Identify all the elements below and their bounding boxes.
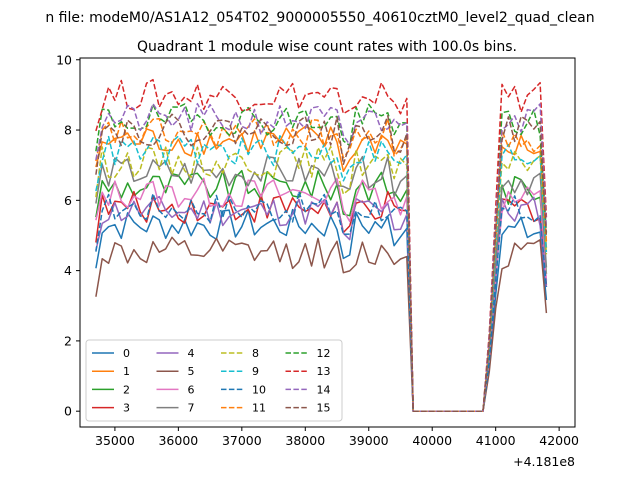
series-line-9 xyxy=(95,135,548,412)
legend-box xyxy=(85,339,343,422)
y-tick-label: 8 xyxy=(64,123,72,138)
y-tick-label: 2 xyxy=(64,333,72,348)
x-tick-label: 37000 xyxy=(222,433,262,448)
x-axis-offset-label: +4.181e8 xyxy=(513,454,575,469)
legend-label: 5 xyxy=(188,365,195,378)
plot-area xyxy=(95,78,548,412)
figure-suptitle: n file: modeM0/AS1A12_054T02_9000005550_… xyxy=(45,10,594,26)
y-axis: 0 2 4 6 8 10 xyxy=(56,52,80,419)
y-tick-label: 10 xyxy=(56,52,72,67)
y-tick-label: 6 xyxy=(64,193,72,208)
legend-label: 4 xyxy=(188,347,195,360)
series-line-8 xyxy=(95,145,548,412)
x-tick-label: 38000 xyxy=(285,433,325,448)
x-tick-label: 35000 xyxy=(95,433,135,448)
x-tick-label: 40000 xyxy=(412,433,452,448)
y-tick-label: 4 xyxy=(64,263,72,278)
legend-label: 11 xyxy=(252,402,266,415)
legend-label: 14 xyxy=(317,383,331,396)
x-tick-label: 36000 xyxy=(158,433,198,448)
legend-label: 2 xyxy=(123,383,130,396)
legend-label: 10 xyxy=(252,383,266,396)
legend-label: 9 xyxy=(252,365,259,378)
legend-label: 15 xyxy=(317,402,331,415)
x-axis: 35000 36000 37000 38000 39000 40000 41000 42000 xyxy=(95,427,579,448)
legend-label: 1 xyxy=(123,365,130,378)
chart-title: Quadrant 1 module wise count rates with … xyxy=(137,39,517,55)
legend-label: 3 xyxy=(123,402,130,415)
axes-frame xyxy=(79,57,576,428)
legend-label: 13 xyxy=(317,365,331,378)
legend-label: 6 xyxy=(188,383,195,396)
legend-label: 7 xyxy=(188,402,195,415)
y-tick-label: 0 xyxy=(64,404,72,419)
legend-label: 12 xyxy=(317,347,331,360)
legend-label: 8 xyxy=(252,347,259,360)
series-line-15 xyxy=(95,113,548,412)
x-tick-label: 41000 xyxy=(476,433,516,448)
legend-label: 0 xyxy=(123,347,130,360)
x-tick-label: 42000 xyxy=(539,433,579,448)
x-tick-label: 39000 xyxy=(349,433,389,448)
